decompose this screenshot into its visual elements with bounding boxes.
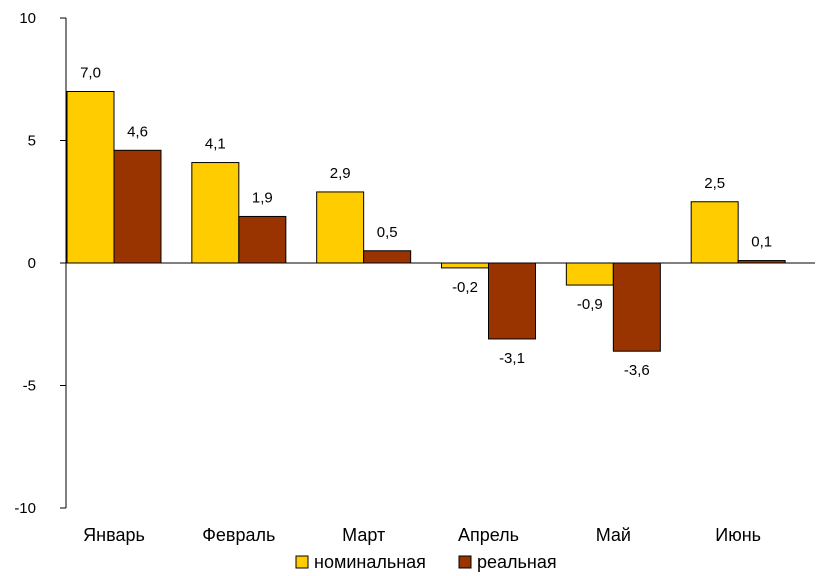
bar-real	[737, 260, 786, 264]
bars	[66, 91, 786, 352]
bar-real	[488, 262, 536, 340]
data-label: 0,1	[751, 234, 772, 251]
data-labels: 7,0 4,1 2,9 -0,2 -0,9 2,5 4,6 1,9 0,5 -3,1 -3,6 0,1	[80, 65, 772, 380]
y-tick-label: 0	[28, 255, 36, 272]
legend-label: номинальная	[314, 552, 426, 572]
bar-real	[612, 262, 661, 352]
bar-nominal	[66, 91, 115, 264]
x-category-label: Январь	[83, 525, 145, 545]
y-tick-label: 5	[28, 133, 36, 150]
x-category-label: Март	[342, 525, 385, 545]
data-label: 4,1	[205, 136, 226, 153]
x-category-label: Апрель	[458, 525, 519, 545]
data-label: 7,0	[80, 65, 101, 82]
bar-nominal	[441, 262, 489, 269]
bar-real	[113, 149, 162, 264]
data-label: 2,5	[704, 175, 725, 192]
data-label: 2,9	[330, 165, 351, 182]
data-label: -0,2	[452, 279, 478, 296]
bar-real	[363, 250, 412, 264]
data-label: -3,6	[624, 362, 650, 379]
bar-nominal	[690, 201, 739, 264]
legend: номинальная реальная	[295, 552, 557, 572]
legend-label: реальная	[477, 552, 557, 572]
bar-nominal	[565, 262, 614, 286]
bar-nominal	[191, 162, 240, 264]
y-tick-label: 10	[19, 10, 36, 27]
x-category-label: Июнь	[715, 525, 761, 545]
legend-swatch	[458, 555, 472, 569]
x-category-label: Май	[596, 525, 631, 545]
legend-swatch	[295, 555, 309, 569]
data-label: 0,5	[377, 224, 398, 241]
axes: 10 5 0 -5 -10 Январь Февраль Март Апрель Май Июнь	[14, 10, 815, 545]
data-label: 1,9	[252, 189, 273, 206]
bar-real	[238, 215, 287, 264]
x-category-label: Февраль	[202, 525, 275, 545]
data-label: -3,1	[499, 350, 525, 367]
data-label: 4,6	[127, 123, 148, 140]
y-tick-label: -10	[14, 500, 36, 517]
data-label: -0,9	[577, 296, 603, 313]
y-tick-label: -5	[23, 378, 36, 395]
bar-nominal	[316, 191, 365, 264]
